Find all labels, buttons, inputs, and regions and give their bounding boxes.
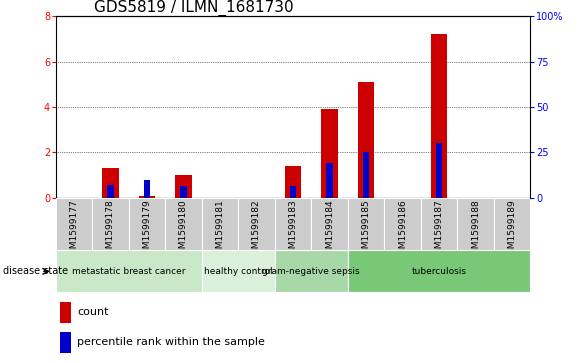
Bar [436,143,442,198]
Text: GSM1599177: GSM1599177 [69,199,79,260]
Text: percentile rank within the sample: percentile rank within the sample [77,337,265,347]
Bar [311,198,347,250]
Text: metastatic breast cancer: metastatic breast cancer [72,267,185,276]
Bar [144,180,150,198]
Bar [180,186,187,198]
Bar [175,175,192,198]
Text: GSM1599184: GSM1599184 [325,199,334,260]
Bar [347,250,530,292]
Bar [239,198,275,250]
Text: GSM1599189: GSM1599189 [507,199,517,260]
Bar [347,198,384,250]
Text: GSM1599178: GSM1599178 [106,199,115,260]
Text: GSM1599185: GSM1599185 [362,199,370,260]
Bar [275,198,311,250]
Bar [457,198,494,250]
Bar [326,163,333,198]
Bar [92,198,129,250]
Bar [107,185,114,198]
Bar [421,198,457,250]
Text: tuberculosis: tuberculosis [411,267,466,276]
Text: GSM1599180: GSM1599180 [179,199,188,260]
Bar [275,250,347,292]
Bar [321,109,338,198]
Bar [102,168,118,198]
Bar [60,332,71,353]
Text: gram-negative sepsis: gram-negative sepsis [263,267,360,276]
Text: disease state: disease state [3,266,68,276]
Bar [202,198,239,250]
Bar [56,250,202,292]
Bar [289,186,297,198]
Bar [129,198,165,250]
Bar [363,152,369,198]
Bar [431,34,447,198]
Text: GDS5819 / ILMN_1681730: GDS5819 / ILMN_1681730 [94,0,293,16]
Bar [56,198,92,250]
Bar [285,166,301,198]
Text: GSM1599186: GSM1599186 [398,199,407,260]
Bar [139,196,155,198]
Bar [202,250,275,292]
Text: count: count [77,307,108,317]
Text: GSM1599183: GSM1599183 [288,199,298,260]
Text: GSM1599182: GSM1599182 [252,199,261,260]
Text: GSM1599188: GSM1599188 [471,199,480,260]
Text: GSM1599181: GSM1599181 [216,199,224,260]
Bar [60,302,71,323]
Bar [358,82,374,198]
Bar [165,198,202,250]
Bar [494,198,530,250]
Text: GSM1599179: GSM1599179 [142,199,151,260]
Text: healthy control: healthy control [204,267,272,276]
Bar [384,198,421,250]
Text: GSM1599187: GSM1599187 [435,199,444,260]
